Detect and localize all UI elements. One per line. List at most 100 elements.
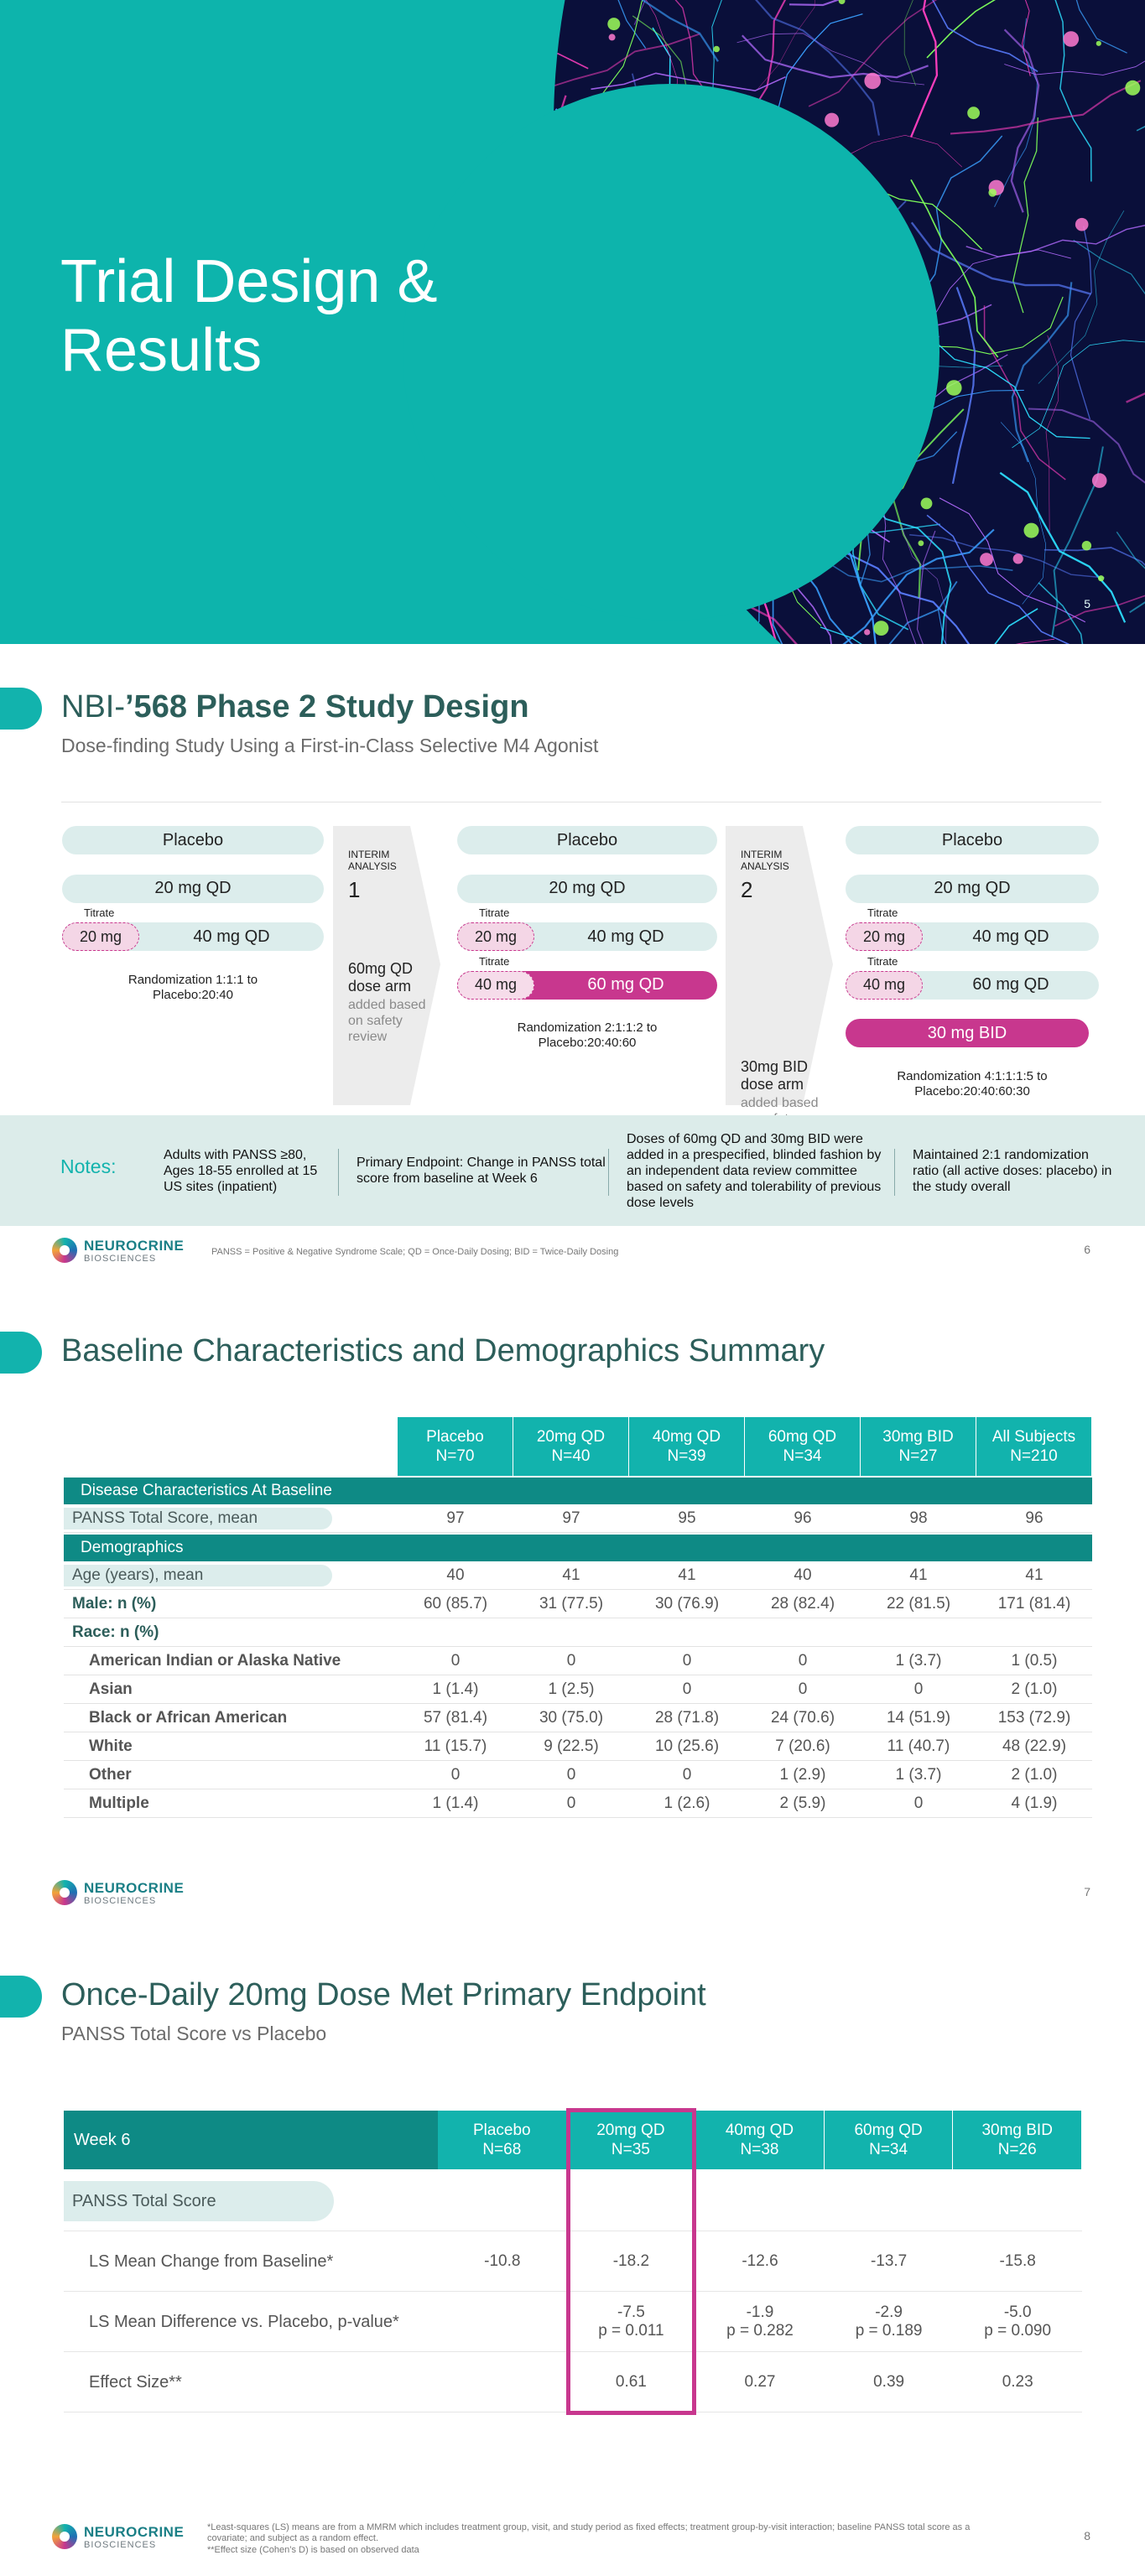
neuron-fiber xyxy=(929,336,1090,439)
titrate-from-pill: 40 mg xyxy=(846,970,923,1000)
column-header: Placebo N=68 xyxy=(438,2111,566,2169)
arm-pill: Placebo xyxy=(457,826,717,854)
neuron-fiber xyxy=(926,514,1073,644)
column-n: N=210 xyxy=(1010,1447,1058,1465)
row-label: LS Mean Change from Baseline* xyxy=(89,2252,334,2271)
table-cell: 7 (20.6) xyxy=(775,1737,830,1755)
row-label: LS Mean Difference vs. Placebo, p-value* xyxy=(89,2313,399,2331)
neuron-cell xyxy=(1012,553,1023,564)
neuron-fiber xyxy=(597,0,647,49)
column-n: N=68 xyxy=(482,2141,522,2158)
teal-bulge xyxy=(403,84,939,621)
table-cell: 1 (1.4) xyxy=(432,1794,479,1812)
logo: NEUROCRINE BIOSCIENCES xyxy=(52,2522,211,2553)
arm-pill-highlight: 30 mg BID xyxy=(846,1019,1089,1047)
footnote: *Least-squares (LS) means are from a MMR… xyxy=(207,2522,971,2543)
column-name: All Subjects xyxy=(991,1428,1076,1446)
arm-pill: Placebo xyxy=(62,826,324,854)
neuron-cell xyxy=(967,106,980,120)
notes-band xyxy=(0,1115,1145,1226)
neuron-fiber xyxy=(736,33,925,86)
neuron-fiber xyxy=(1011,282,1073,463)
column-header: 20mg QD N=35 xyxy=(566,2111,695,2169)
footnote: PANSS = Positive & Negative Syndrome Sca… xyxy=(211,1247,619,1257)
highlight-box xyxy=(565,2108,697,2415)
interim-arm: 30mg BID dose arm xyxy=(741,1058,809,1093)
column-name: Placebo xyxy=(472,2122,531,2139)
neuron-fiber xyxy=(910,221,1091,295)
cell-line: -2.9 xyxy=(875,2303,903,2321)
table-cell: 22 (81.5) xyxy=(886,1595,951,1613)
arm-label: Placebo xyxy=(941,830,1003,849)
row-rule xyxy=(64,1817,1092,1818)
neuron-cell xyxy=(918,540,924,547)
note-item: Maintained 2:1 randomization ratio (all … xyxy=(913,1147,1112,1194)
neuron-fiber xyxy=(900,524,986,644)
column-n: N=26 xyxy=(997,2141,1037,2158)
arm-label: 30 mg BID xyxy=(927,1023,1007,1042)
section-label: Disease Characteristics At Baseline xyxy=(81,1482,332,1499)
neuron-fiber xyxy=(1051,0,1092,182)
column-header: 30mg BID N=27 xyxy=(861,1417,976,1476)
neuron-cell xyxy=(1098,575,1105,582)
slide-title: NBI-’568 Phase 2 Study Design xyxy=(61,689,529,725)
column-name: 60mg QD xyxy=(768,1428,837,1446)
note-separator xyxy=(894,1149,895,1196)
table-cell: 11 (40.7) xyxy=(887,1737,950,1755)
row-rule xyxy=(64,1703,1092,1704)
table-cell: 2 (1.0) xyxy=(1011,1766,1058,1784)
table-cell: 4 (1.9) xyxy=(1011,1794,1058,1812)
row-rule xyxy=(64,2291,1082,2292)
table-cell: 1 (2.9) xyxy=(779,1766,826,1784)
table-cell: 24 (70.6) xyxy=(770,1709,835,1727)
neuron-fiber xyxy=(937,606,1021,644)
neuron-cell xyxy=(873,621,889,636)
neuron-fiber xyxy=(903,0,1006,86)
column-n: N=39 xyxy=(667,1447,706,1465)
table-cell: 30 (75.0) xyxy=(539,1709,604,1727)
table-cell: 60 (85.7) xyxy=(423,1595,488,1613)
neuron-fiber xyxy=(1038,210,1125,384)
cell-line: p = 0.189 xyxy=(855,2322,923,2340)
neuron-cell xyxy=(1023,522,1039,538)
table-cell: -7.5 p = 0.011 xyxy=(567,2292,696,2352)
title-tab xyxy=(0,1332,42,1374)
neuron-cell xyxy=(713,45,720,53)
neuron-fiber xyxy=(1004,21,1145,75)
randomization: Randomization 4:1:1:1:5 to Placebo:20:40… xyxy=(897,1068,1048,1098)
row-rule xyxy=(64,2351,1082,2352)
neuron-fiber xyxy=(909,0,945,138)
note-item: Doses of 60mg QD and 30mg BID were added… xyxy=(627,1131,882,1210)
neuron-fiber xyxy=(749,0,880,136)
chevron xyxy=(726,826,833,1105)
neuron-fiber xyxy=(965,221,1145,257)
section-row xyxy=(64,1535,1092,1561)
table-cell: 1 (0.5) xyxy=(1011,1652,1058,1670)
neuron-fiber xyxy=(916,530,979,644)
footnote: **Effect size (Cohen’s D) is based on ob… xyxy=(207,2545,419,2555)
table-cell: 0 xyxy=(913,1680,924,1698)
page-number: 6 xyxy=(1084,1243,1090,1256)
neuron-fiber xyxy=(862,493,952,644)
cell-line: -1.9 xyxy=(746,2303,774,2321)
table-corner: Week 6 xyxy=(64,2111,438,2169)
row-label: Black or African American xyxy=(89,1709,288,1727)
table-cell: 14 (51.9) xyxy=(886,1709,951,1727)
neuron-cell xyxy=(980,553,993,566)
neuron-fiber xyxy=(788,0,963,7)
row-label: PANSS Total Score xyxy=(64,2181,334,2221)
table-cell: 41 xyxy=(1025,1566,1044,1584)
logo-mark-hole xyxy=(60,1888,70,1898)
table-cell: 97 xyxy=(562,1509,580,1527)
slide-title: Once-Daily 20mg Dose Met Primary Endpoin… xyxy=(61,1977,706,2012)
section-label: Demographics xyxy=(81,1539,184,1556)
interim-number: 1 xyxy=(348,877,361,902)
neuron-fiber xyxy=(790,580,844,644)
neuron-fiber xyxy=(1010,0,1031,77)
table-cell: 41 xyxy=(678,1566,696,1584)
neuron-fiber xyxy=(1012,340,1145,449)
logo-mark-hole xyxy=(60,2532,70,2542)
title-prefix: NBI- xyxy=(61,689,125,724)
column-header: 60mg QD N=34 xyxy=(824,2111,953,2169)
neuron-fiber xyxy=(881,492,933,644)
